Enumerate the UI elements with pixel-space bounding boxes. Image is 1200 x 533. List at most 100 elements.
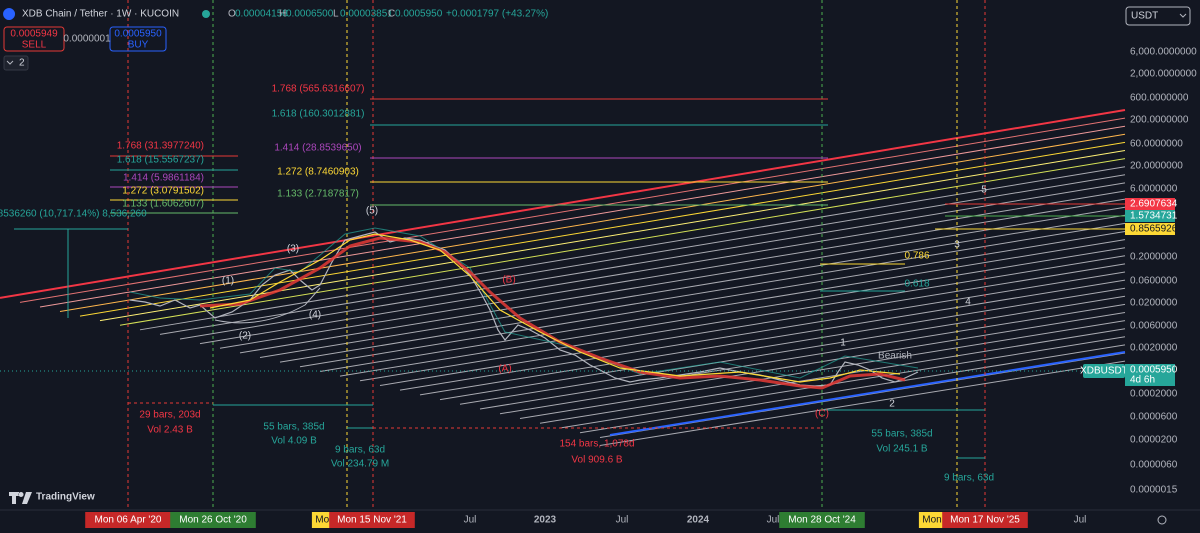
fib-label: 1.414 (28.8539650) (274, 143, 361, 154)
range-label: 154 bars, 1,078d (559, 439, 634, 450)
symbol-title: XDB Chain / Tether · 1W · KUCOIN (22, 9, 179, 20)
wave-label: (4) (309, 310, 321, 321)
time-badge (329, 512, 415, 528)
price-tick-label: 6,000.0000000 (1130, 47, 1197, 58)
price-badge-label: 2.6907634 (1130, 199, 1178, 210)
price-axis-panel (1125, 0, 1200, 510)
price-candles (129, 227, 919, 379)
time-tick-label: Mon 26 Oct '20 (179, 515, 247, 526)
symbol-badge (1083, 364, 1125, 378)
price-tick-label: 0.0600000 (1130, 276, 1178, 287)
time-tick-label: 2023 (534, 515, 557, 526)
fib-label: 1.272 (8.7460903) (277, 167, 359, 178)
ohlc-key: L (333, 9, 339, 20)
fan-line (459, 295, 1126, 405)
price-badge (1125, 198, 1175, 210)
price-badge (1125, 210, 1175, 222)
ohlc-value: 0.0005950 (395, 9, 443, 20)
fib-label: 1.133 (1.6062607) (122, 199, 204, 210)
price-tick-label: 0.0020000 (1130, 343, 1178, 354)
indicators-toggle[interactable] (3, 55, 29, 71)
price-tick-label: 0.0000600 (1130, 412, 1178, 423)
ohlc-key: C (388, 9, 395, 20)
time-tick-label: Jul (464, 515, 477, 526)
sell-label: SELL (22, 40, 47, 51)
range-measures (128, 402, 985, 459)
fan-line (0, 109, 1126, 299)
symbol-badge-name: XDBUSDT (1080, 366, 1128, 377)
fan-line (179, 182, 1126, 340)
sell-price: 0.0005949 (10, 29, 58, 40)
fan-line (79, 141, 1126, 317)
sell-button[interactable] (3, 26, 65, 52)
fib-label: 1.414 (5.9861184) (123, 173, 204, 184)
range-label: 55 bars, 385d (263, 422, 324, 433)
price-tick-label: 600.0000000 (1130, 93, 1189, 104)
countdown: 4d 6h (1130, 375, 1155, 386)
fan-line (259, 214, 1126, 358)
currency-select[interactable] (1125, 6, 1191, 26)
market-status (202, 10, 210, 18)
price-tick-label: 0.0000015 (1130, 485, 1178, 496)
range-label: Vol 245.1 B (876, 444, 927, 455)
spread: 0.0000001 (63, 34, 111, 45)
buy-label: BUY (128, 40, 149, 51)
change: +0.0001797 (+43.27%) (446, 9, 548, 20)
time-tick-label: 2024 (687, 515, 710, 526)
fan-line (19, 117, 1126, 303)
time-badge (170, 512, 256, 528)
range-label: 9 bars, 63d (944, 473, 994, 484)
fan-line (339, 247, 1126, 377)
ohlc-value: 0.00003851 (340, 9, 393, 20)
signal-label: Bearish (878, 351, 912, 362)
wave-label: (C) (815, 409, 829, 420)
range-label: Vol 4.09 B (271, 436, 317, 447)
fan-line (399, 271, 1126, 391)
range-label: 55 bars, 385d (871, 429, 932, 440)
price-tick-label: 20.0000000 (1130, 161, 1183, 172)
moving-average-yellow (209, 233, 901, 383)
time-tick-label: Mon 15 Nov '21 (337, 515, 407, 526)
fan-line (359, 255, 1126, 382)
range-label: Vol 234.79 M (331, 459, 389, 470)
fan-line (439, 287, 1126, 401)
ohlc-key: O (228, 9, 236, 20)
brand-name: TradingView (36, 492, 95, 503)
fib-label: 1.768 (565.6316607) (272, 84, 365, 95)
price-badge-label: 0.8565926 (1130, 224, 1178, 235)
fan-line (299, 231, 1126, 368)
range-label: 29 bars, 203d (139, 410, 200, 421)
last-price: 0.0005950 (1130, 365, 1178, 376)
brand-logo (9, 492, 32, 504)
wave-label: 2 (889, 399, 895, 410)
fan-line (579, 344, 1126, 434)
currency: USDT (1131, 11, 1158, 22)
fan-line (239, 206, 1126, 354)
time-tick-label: Jul (767, 515, 780, 526)
price-tick-label: 0.0000060 (1130, 460, 1178, 471)
range-label: 9 bars, 63d (335, 445, 385, 456)
settings-icon[interactable] (1157, 515, 1167, 525)
fan-line (519, 320, 1126, 419)
time-badge (942, 512, 1028, 528)
wave-label: 3 (954, 240, 960, 251)
fan-line (479, 303, 1126, 410)
buy-price: 0.0005950 (114, 29, 162, 40)
fib-label: 1.133 (2.7187817) (277, 189, 359, 200)
price-tick-label: 0.0000200 (1130, 435, 1178, 446)
price-tick-label: 0.0200000 (1130, 298, 1178, 309)
wave-label: 4 (965, 297, 971, 308)
wave-label: (3) (287, 244, 299, 255)
price-badge (1125, 223, 1175, 235)
time-badge (918, 512, 946, 528)
fan-line (599, 360, 1126, 447)
fan-line (219, 198, 1126, 349)
buy-button[interactable] (109, 26, 167, 52)
wave-label: (1) (222, 276, 234, 287)
price-tick-label: 2,000.0000000 (1130, 69, 1197, 80)
fan-line (319, 239, 1126, 372)
wave-curve (214, 287, 321, 324)
wave-label: 1 (840, 338, 846, 349)
ohlc-value: 0.0006500 (286, 9, 334, 20)
indicators-count: 2 (19, 58, 25, 69)
